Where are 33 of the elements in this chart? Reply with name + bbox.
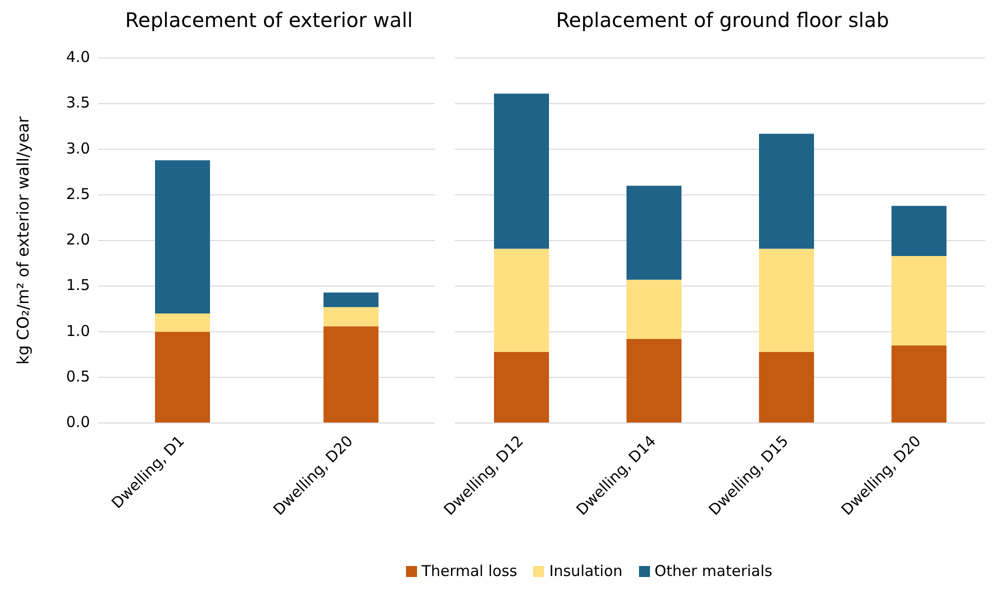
bar xyxy=(494,352,549,423)
y-tick-label: 1.5 xyxy=(66,276,90,294)
bar xyxy=(324,307,378,326)
y-tick-label: 0.0 xyxy=(66,413,90,432)
bar xyxy=(892,256,946,346)
chart-title: Replacement of exterior wall xyxy=(124,8,414,34)
bar xyxy=(324,326,378,423)
bar xyxy=(759,352,814,423)
bar xyxy=(892,206,946,256)
y-axis-title: kg CO₂/m² of exterior wall/year xyxy=(14,116,33,365)
bar xyxy=(626,339,682,423)
y-tick-label: 2.5 xyxy=(66,184,90,203)
y-tick-label: 2.0 xyxy=(66,230,90,249)
bar xyxy=(626,280,682,340)
chart-title: Replacement of ground floor slab xyxy=(554,8,890,34)
y-tick-label: 1.0 xyxy=(66,322,90,340)
y-tick-label: 4.0 xyxy=(66,48,90,66)
bar xyxy=(759,134,814,249)
bar xyxy=(155,332,210,423)
bar xyxy=(626,186,682,280)
bar xyxy=(494,94,549,249)
bar xyxy=(759,248,814,352)
bar xyxy=(324,292,378,308)
y-tick-label: 0.5 xyxy=(66,367,90,386)
bar xyxy=(155,314,210,332)
bar xyxy=(494,248,549,352)
bar xyxy=(155,160,210,314)
bar xyxy=(892,345,946,423)
legend-label: Other materials xyxy=(654,562,772,580)
y-tick-label: 3.5 xyxy=(66,94,90,112)
legend-label: Insulation xyxy=(548,562,623,580)
legend-label: Thermal loss xyxy=(420,562,518,580)
y-tick-label: 3.0 xyxy=(66,139,90,158)
